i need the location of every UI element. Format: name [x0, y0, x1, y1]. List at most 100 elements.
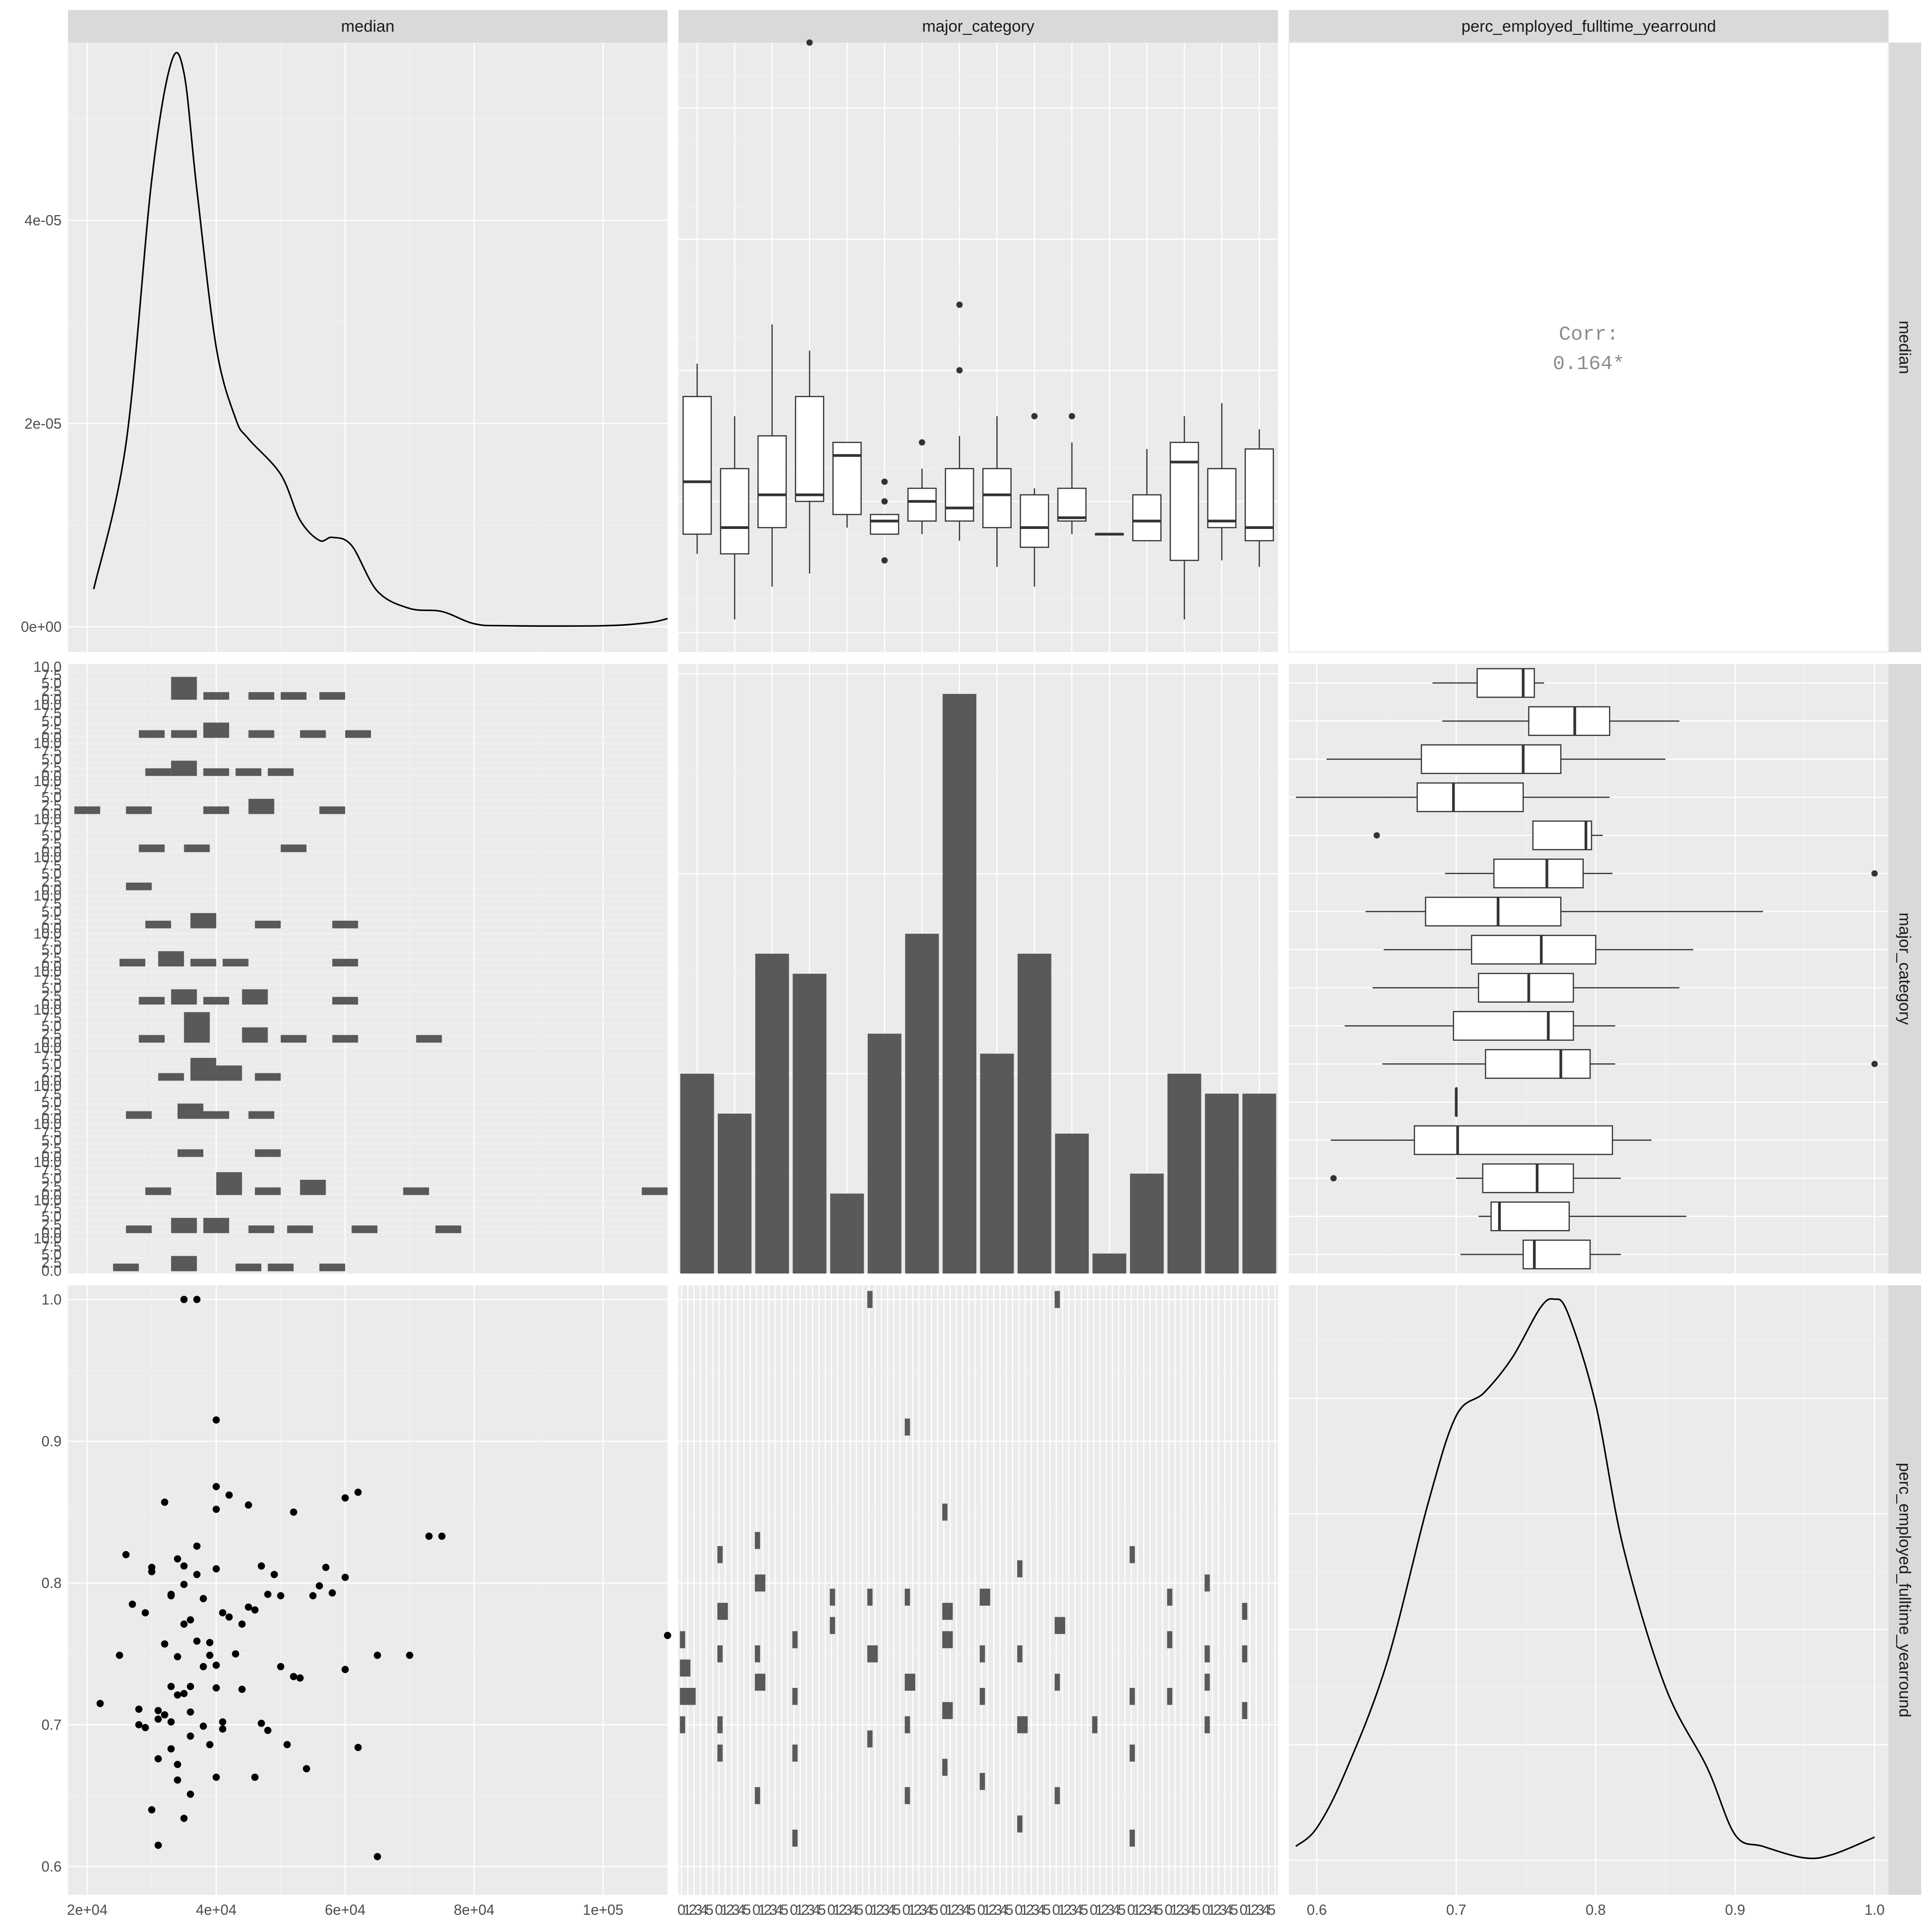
facet-count-x-tick-label: 2	[689, 1902, 697, 1918]
scatter-point	[180, 1562, 188, 1570]
facet-count-tick-label: 5.0	[42, 1056, 62, 1072]
facet-count-tick-label: 7.5	[42, 971, 62, 988]
facet-hist-bar	[203, 1218, 229, 1233]
scatter-point	[161, 1498, 168, 1506]
facet-count-tick-label: 5.0	[42, 675, 62, 691]
facet-count-tick-label: 7.5	[42, 1048, 62, 1064]
scatter-point	[212, 1505, 220, 1513]
facet-count-tick-label: 10.0	[34, 811, 62, 827]
facet-hist-bar	[248, 798, 274, 814]
box-outlier	[1031, 413, 1038, 419]
box-iqr	[832, 442, 862, 515]
panel-scatter	[68, 1285, 668, 1895]
facet-count-tick-label: 5.0	[42, 904, 62, 920]
facet-hist-bar	[717, 1645, 723, 1663]
facet-count-x-tick-label: 5	[818, 1902, 826, 1918]
facet-hist-bar	[126, 1226, 152, 1233]
facet-count-x-tick-label: 1	[1208, 1902, 1216, 1918]
facet-hist-bar	[755, 1574, 765, 1592]
facet-count-tick-label: 2.5	[42, 912, 62, 928]
scatter-point	[316, 1582, 323, 1590]
facet-count-tick-label: 0.0	[42, 1187, 62, 1203]
facet-count-tick-label: 2.5	[42, 759, 62, 775]
facet-count-tick-label: 2.5	[42, 798, 62, 814]
facet-count-tick-label: 2.5	[42, 1140, 62, 1157]
facet-count-tick-label: 2.5	[42, 1254, 62, 1271]
facet-count-x-tick-label: 5	[1193, 1902, 1201, 1918]
scatter-point	[277, 1592, 284, 1600]
facet-count-tick-label: 0.0	[42, 958, 62, 974]
box-iqr	[1425, 896, 1562, 927]
strip-right-2	[1889, 664, 1921, 1274]
facet-count-x-tick-label: 0	[1052, 1902, 1060, 1918]
facet-count-x-tick-label: 3	[807, 1902, 815, 1918]
facet-hist-bar	[830, 1588, 835, 1606]
chart-marks	[74, 39, 1878, 1860]
box-outlier	[1871, 1061, 1878, 1067]
category-bar	[717, 1113, 752, 1274]
facet-hist-bar	[1017, 1645, 1023, 1663]
scatter-point	[135, 1721, 143, 1729]
facet-hist-bar	[145, 921, 171, 928]
facet-count-tick-label: 10.0	[34, 1154, 62, 1170]
facet-count-tick-label: 10.0	[34, 1002, 62, 1018]
facet-count-x-tick-label: 0	[1202, 1902, 1210, 1918]
box-iqr	[1532, 820, 1592, 851]
perc-y-tick-label: 0.8	[42, 1575, 62, 1591]
scatter-point	[199, 1722, 207, 1730]
facet-count-x-tick-label: 4	[1112, 1902, 1120, 1918]
box-outlier	[956, 367, 963, 374]
facet-hist-bar	[717, 1546, 723, 1563]
facet-hist-bar	[904, 1716, 910, 1734]
facet-count-x-tick-label: 5	[893, 1902, 901, 1918]
facet-hist-bar	[980, 1687, 985, 1705]
facet-count-x-tick-label: 0	[977, 1902, 985, 1918]
facet-count-x-tick-label: 4	[1187, 1902, 1195, 1918]
facet-count-x-tick-label: 5	[1005, 1902, 1014, 1918]
facet-count-x-tick-label: 2	[989, 1902, 997, 1918]
facet-hist-bar	[332, 921, 358, 928]
facet-count-tick-label: 2.5	[42, 836, 62, 852]
facet-count-x-tick-label: 0	[940, 1902, 948, 1918]
facet-count-x-tick-label: 3	[1106, 1902, 1115, 1918]
density-tick-label: 0e+00	[21, 619, 62, 635]
facet-count-tick-label: 2.5	[42, 950, 62, 966]
facet-count-tick-label: 10.0	[34, 1192, 62, 1208]
facet-count-x-tick-label: 3	[1032, 1902, 1040, 1918]
facet-hist-bar	[1204, 1716, 1210, 1734]
scatter-point	[174, 1761, 182, 1769]
facet-hist-bar	[248, 1111, 274, 1119]
facet-hist-bar	[113, 1264, 139, 1271]
facet-hist-bar	[904, 1588, 910, 1606]
box-iqr	[1485, 1049, 1591, 1079]
facet-hist-bar	[830, 1617, 835, 1634]
facet-count-tick-label: 7.5	[42, 1200, 62, 1216]
facet-count-tick-label: 0.0	[42, 1149, 62, 1165]
facet-count-tick-label: 5.0	[42, 827, 62, 844]
strip-top-label-median: median	[341, 17, 394, 35]
scatter-point	[270, 1571, 278, 1578]
facet-hist-bar	[904, 1418, 910, 1436]
facet-count-x-tick-label: 2	[801, 1902, 809, 1918]
median-density-line	[93, 52, 668, 627]
scatter-point	[141, 1724, 149, 1731]
facet-hist-bar	[171, 760, 197, 776]
facet-count-tick-label: 7.5	[42, 857, 62, 874]
facet-count-x-tick-label: 0	[790, 1902, 798, 1918]
facet-hist-bar	[235, 1264, 262, 1271]
facet-count-x-tick-label: 3	[1144, 1902, 1152, 1918]
facet-hist-bar	[171, 677, 197, 700]
scatter-point	[232, 1650, 240, 1658]
scatter-point	[174, 1555, 182, 1563]
scatter-point	[167, 1718, 175, 1726]
box-outlier	[1373, 832, 1380, 839]
facet-count-x-tick-label: 5	[706, 1902, 714, 1918]
facet-count-x-tick-label: 5	[1118, 1902, 1126, 1918]
scatter-point	[219, 1609, 226, 1617]
facet-hist-bar	[1242, 1645, 1248, 1663]
facet-count-x-tick-label: 2	[764, 1902, 772, 1918]
facet-count-tick-label: 0.0	[42, 996, 62, 1012]
facet-hist-bar	[300, 730, 326, 738]
facet-count-tick-label: 5.0	[42, 865, 62, 882]
